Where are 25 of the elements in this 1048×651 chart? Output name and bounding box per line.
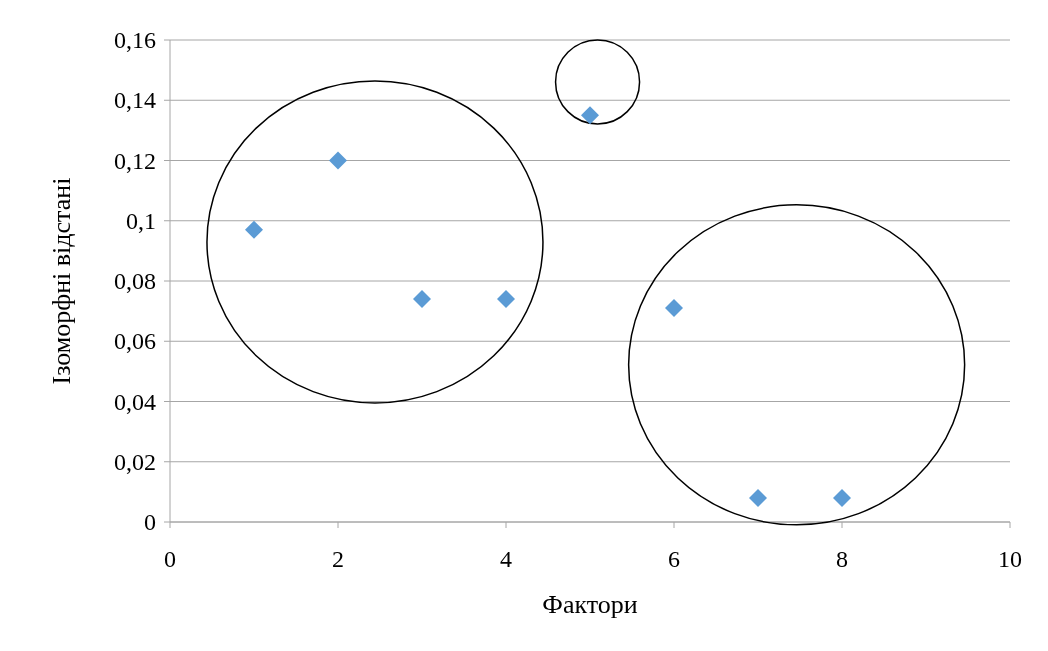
y-tick-label: 0,12 [114,147,156,174]
y-tick-label: 0 [144,509,156,535]
y-tick-label: 0,16 [114,27,156,53]
y-tick-label: 0,1 [126,207,156,234]
point [329,151,347,170]
x-tick-label: 8 [836,546,848,572]
y-tick-label: 0,04 [114,388,156,415]
x-tick-label: 6 [668,546,680,572]
point [497,290,515,309]
y-tick-label: 0,14 [114,87,156,114]
y-tick-label: 0,06 [114,328,156,355]
x-tick-label: 0 [164,546,176,572]
point [833,488,851,507]
point [245,220,263,239]
x-tick-label: 2 [332,546,344,572]
x-tick-label: 10 [998,546,1022,572]
x-axis-title: Фактори [542,590,638,619]
y-axis-title: Ізоморфні відстані [47,177,76,385]
x-tick-label: 4 [500,546,512,572]
point [665,299,683,318]
point [749,488,767,507]
point [581,106,599,125]
point [413,290,431,309]
y-tick-label: 0,08 [114,268,156,294]
y-tick-label: 0,02 [114,448,156,475]
